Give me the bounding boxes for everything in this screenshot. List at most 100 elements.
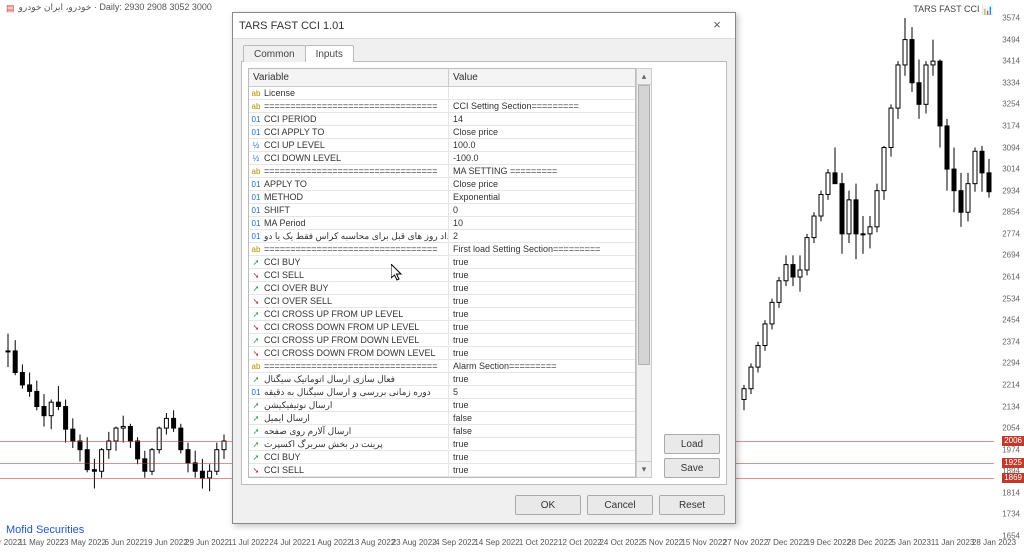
variable-value: true [453, 348, 469, 358]
table-row[interactable]: ➚CCI BUYtrue [249, 256, 635, 269]
variable-value: 14 [453, 114, 463, 124]
close-icon[interactable]: × [705, 16, 729, 36]
tab-body: Variable Value abLicenseab==============… [241, 61, 727, 485]
variable-name: CCI SELL [264, 465, 304, 475]
reset-button[interactable]: Reset [659, 495, 725, 515]
type-icon: 01 [251, 115, 261, 124]
type-icon: 01 [251, 128, 261, 137]
save-button[interactable]: Save [664, 458, 720, 478]
inputs-grid[interactable]: Variable Value abLicenseab==============… [248, 68, 636, 478]
time-tick: 23 May 2022 [60, 538, 106, 547]
variable-value: true [453, 322, 469, 332]
indicator-settings-dialog: TARS FAST CCI 1.01 × Common Inputs Varia… [232, 12, 736, 524]
price-tick: 2774 [1002, 229, 1020, 238]
type-icon: ➚ [251, 258, 261, 267]
tab-inputs[interactable]: Inputs [305, 45, 354, 62]
table-row[interactable]: ➚CCI CROSS UP FROM UP LEVELtrue [249, 308, 635, 321]
tab-common[interactable]: Common [243, 45, 306, 62]
type-icon: ➚ [251, 401, 261, 410]
price-tick: 1734 [1002, 510, 1020, 519]
table-row[interactable]: 01METHODExponential [249, 191, 635, 204]
table-row[interactable]: ➚ارسال ایمیلfalse [249, 412, 635, 425]
table-row[interactable]: ➚فعال سازی ارسال اتوماتیک سیگنالtrue [249, 373, 635, 386]
price-tick: 1974 [1002, 445, 1020, 454]
time-tick: 28 Dec 2022 [847, 538, 892, 547]
table-row[interactable]: ab=================================Alarm… [249, 360, 635, 373]
price-tick: 3254 [1002, 100, 1020, 109]
time-tick: 11 Jul 2022 [228, 538, 269, 547]
table-row[interactable]: ab=================================First… [249, 243, 635, 256]
table-row[interactable]: ➚CCI OVER BUYtrue [249, 282, 635, 295]
table-row[interactable]: 01MA Period10 [249, 217, 635, 230]
table-row[interactable]: 01دوره زمانی بررسی و ارسال سیگنال به دقی… [249, 386, 635, 399]
price-tick: 2854 [1002, 208, 1020, 217]
load-button[interactable]: Load [664, 434, 720, 454]
variable-name: MA Period [264, 218, 306, 228]
variable-name: CCI PERIOD [264, 114, 317, 124]
variable-value: true [453, 309, 469, 319]
type-icon: ➘ [251, 297, 261, 306]
scroll-thumb[interactable] [638, 85, 650, 365]
variable-name: APPLY TO [264, 179, 307, 189]
table-row[interactable]: ➘CCI CROSS DOWN FROM UP LEVELtrue [249, 321, 635, 334]
variable-value: 0 [453, 205, 458, 215]
ok-button[interactable]: OK [515, 495, 581, 515]
table-row[interactable]: ➚CCI BUYtrue [249, 451, 635, 464]
variable-name: پرینت در بخش سربرگ اکسپرت [264, 439, 383, 450]
variable-value: First load Setting Section========= [453, 244, 600, 254]
price-tick: 2934 [1002, 186, 1020, 195]
variable-name: CCI CROSS DOWN FROM DOWN LEVEL [264, 348, 436, 358]
time-tick: 19 Jun 2022 [144, 538, 188, 547]
table-row[interactable]: ➚ارسال نوتیفیکیشنtrue [249, 399, 635, 412]
table-row[interactable]: ½CCI UP LEVEL100.0 [249, 139, 635, 152]
scroll-down-icon[interactable]: ▾ [637, 461, 651, 477]
table-row[interactable]: 01CCI APPLY TOClose price [249, 126, 635, 139]
table-row[interactable]: 01CCI PERIOD 14 [249, 113, 635, 126]
variable-name: ارسال نوتیفیکیشن [264, 400, 332, 411]
price-tick: 2294 [1002, 359, 1020, 368]
table-row[interactable]: abLicense [249, 87, 635, 100]
table-row[interactable]: ➘CCI OVER SELLtrue [249, 295, 635, 308]
type-icon: ab [251, 102, 261, 111]
variable-value: 2 [453, 231, 458, 241]
table-row[interactable]: ➚ارسال آلارم روی صفحهfalse [249, 425, 635, 438]
type-icon: 01 [251, 219, 261, 228]
broker-watermark: Mofid Securities [6, 524, 84, 536]
price-tick: 2054 [1002, 424, 1020, 433]
time-tick: 1 Oct 2022 [519, 538, 558, 547]
variable-name: CCI BUY [264, 257, 301, 267]
table-row[interactable]: ➘CCI CROSS DOWN FROM DOWN LEVELtrue [249, 347, 635, 360]
variable-value: true [453, 374, 469, 384]
type-icon: ➘ [251, 466, 261, 475]
dialog-title: TARS FAST CCI 1.01 [239, 20, 705, 32]
type-icon: 01 [251, 193, 261, 202]
price-tick: 2214 [1002, 380, 1020, 389]
table-row[interactable]: ➘CCI SELLtrue [249, 269, 635, 282]
time-tick: 29 Jun 2022 [185, 538, 229, 547]
variable-name: دوره زمانی بررسی و ارسال سیگنال به دقیقه [264, 387, 431, 398]
time-tick: 7 Dec 2022 [766, 538, 807, 547]
type-icon: ➚ [251, 414, 261, 423]
grid-scrollbar[interactable]: ▴ ▾ [636, 68, 652, 478]
variable-value: Close price [453, 179, 498, 189]
price-tick: 3094 [1002, 143, 1020, 152]
scroll-up-icon[interactable]: ▴ [637, 69, 651, 85]
table-row[interactable]: ab=================================MA SE… [249, 165, 635, 178]
variable-value: -100.0 [453, 153, 479, 163]
table-row[interactable]: ➚پرینت در بخش سربرگ اکسپرتtrue [249, 438, 635, 451]
variable-value: true [453, 296, 469, 306]
variable-name: SHIFT [264, 205, 290, 215]
table-row[interactable]: ➘CCI SELLtrue [249, 464, 635, 477]
table-row[interactable]: ½CCI DOWN LEVEL-100.0 [249, 152, 635, 165]
variable-name: CCI CROSS UP FROM UP LEVEL [264, 309, 403, 319]
cancel-button[interactable]: Cancel [587, 495, 653, 515]
price-level-label: 2006 [1002, 436, 1024, 446]
indicator-label: TARS FAST CCI [913, 4, 979, 14]
table-row[interactable]: ab=================================CCI S… [249, 100, 635, 113]
table-row[interactable]: ➚CCI CROSS UP FROM DOWN LEVELtrue [249, 334, 635, 347]
dialog-titlebar[interactable]: TARS FAST CCI 1.01 × [233, 13, 735, 39]
table-row[interactable]: 01SHIFT0 [249, 204, 635, 217]
variable-name: تعداد روز های قبل برای محاسبه کراس فقط ی… [264, 231, 449, 242]
table-row[interactable]: 01تعداد روز های قبل برای محاسبه کراس فقط… [249, 230, 635, 243]
table-row[interactable]: 01APPLY TOClose price [249, 178, 635, 191]
